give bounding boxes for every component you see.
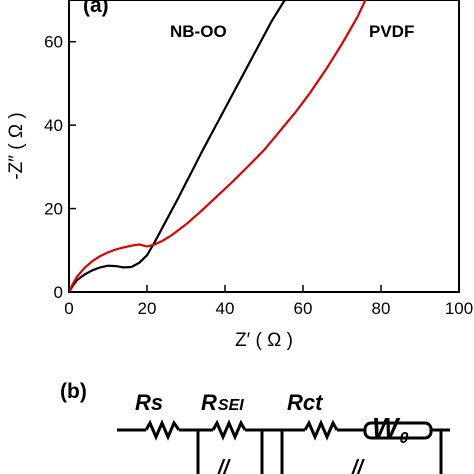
rsei-main: R (201, 390, 217, 415)
w0-subscript: 0 (399, 430, 408, 447)
resistor-rs (144, 419, 181, 441)
cpe1-marks: // (217, 457, 232, 474)
resistor-rsei (211, 419, 247, 441)
rs-label: Rs (135, 390, 163, 415)
rct-label: Rct (287, 390, 324, 415)
x-tick-label: 60 (294, 299, 313, 318)
series-line-nb-oo (69, 0, 287, 292)
x-tick-label: 100 (445, 299, 473, 318)
y-axis-title: -Z″ ( Ω ) (6, 112, 27, 179)
w0-label: W0 (372, 412, 408, 447)
panel-a-label: (a) (83, 0, 109, 17)
y-tick-label: 20 (44, 200, 63, 219)
series-label-pvdf: PVDF (369, 22, 414, 41)
y-tick-label: 40 (44, 116, 63, 135)
y-tick-label: 0 (54, 283, 63, 302)
panel-b-label: (b) (60, 380, 87, 403)
y-tick-label: 60 (44, 33, 63, 52)
plot-frame (68, 0, 460, 293)
w0-main: W (372, 412, 401, 443)
series-line-pvdf (69, 0, 367, 292)
x-tick-label: 20 (138, 299, 157, 318)
cpe2-marks: // (351, 457, 366, 474)
series-lines (69, 0, 367, 292)
x-tick-label: 80 (372, 299, 391, 318)
x-tick-label: 0 (64, 299, 73, 318)
resistor-rct (303, 419, 339, 441)
equivalent-circuit (117, 419, 450, 474)
axis-ticks: 0 20 40 60 80 100 0 20 40 60 (44, 33, 473, 318)
series-label-nb-oo: NB-OO (170, 22, 227, 41)
x-tick-label: 40 (216, 299, 235, 318)
x-axis-title: Z′ ( Ω ) (235, 330, 293, 351)
rsei-subscript: SEI (218, 397, 244, 414)
nyquist-plot: 0 20 40 60 80 100 0 20 40 60 (44, 0, 473, 318)
rsei-label: RSEI (201, 390, 244, 415)
